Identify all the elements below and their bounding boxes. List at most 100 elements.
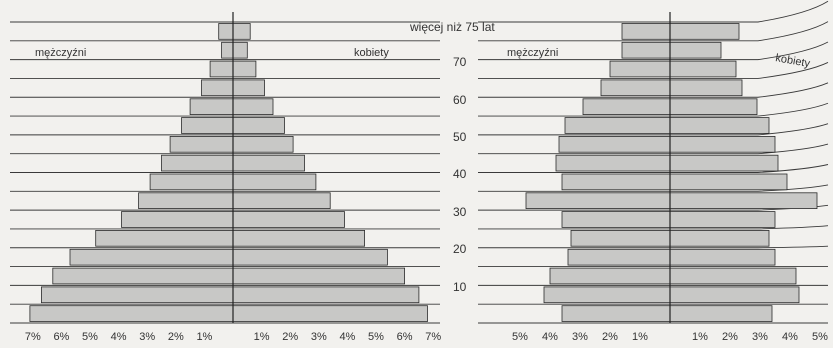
bar-male-15-19 — [567, 248, 671, 266]
bar-female-25-29 — [232, 211, 345, 228]
x-tick-label: 1% — [254, 331, 270, 343]
bar-male-60-64 — [600, 79, 671, 97]
x-tick-label: 6% — [53, 331, 69, 343]
x-tick-label: 4% — [542, 331, 558, 343]
age-tick-label: 40 — [453, 167, 467, 181]
bar-male-25-29 — [561, 211, 671, 228]
gridline — [478, 62, 829, 79]
x-tick-label: 5% — [512, 331, 528, 343]
x-tick-labels: 7% 6% 5% 4% 3% 2% 1% 1% 2% 3% 4% 5% 6% 7% 5% 4% 3% 2% 1% 1%… — [25, 331, 828, 343]
right-chart-men-label: mężczyźni — [507, 47, 558, 59]
bar-female-70-74 — [669, 41, 722, 59]
bar-male-15-19 — [69, 248, 234, 266]
bar-female-15-19 — [669, 248, 776, 266]
gridline — [478, 102, 829, 117]
bar-male-60-64 — [201, 79, 234, 97]
bar-female-5-9 — [232, 286, 420, 304]
bar-male-75+ — [621, 23, 671, 40]
bar-female-70-74 — [232, 41, 248, 59]
left-chart-women-label: kobiety — [354, 47, 389, 59]
bar-female-60-64 — [669, 79, 743, 97]
x-tick-label: 3% — [752, 331, 768, 343]
x-tick-label: 2% — [602, 331, 618, 343]
gridline — [478, 225, 829, 230]
bar-male-20-24 — [95, 229, 234, 247]
bar-female-25-29 — [669, 211, 776, 228]
bar-male-50-54 — [181, 117, 234, 134]
bar-male-55-59 — [189, 98, 234, 116]
bar-female-55-59 — [669, 98, 758, 116]
gridline — [478, 123, 829, 136]
bar-male-5-9 — [543, 286, 671, 304]
gridline — [478, 41, 829, 61]
x-tick-label: 1% — [196, 331, 212, 343]
age-tick-label: 70 — [453, 55, 467, 69]
bar-female-50-54 — [669, 117, 770, 134]
age-tick-label: 30 — [453, 205, 467, 219]
x-tick-label: 2% — [168, 331, 184, 343]
left-chart-men-label: mężczyźni — [35, 47, 86, 59]
right-chart-women-label: kobiety — [774, 52, 811, 70]
bar-male-35-39 — [561, 173, 671, 191]
axes — [232, 12, 671, 323]
x-tick-label: 5% — [82, 331, 98, 343]
bar-female-35-39 — [669, 173, 788, 191]
bar-female-60-64 — [232, 79, 265, 97]
bar-male-75+ — [218, 23, 234, 40]
x-tick-label: 2% — [282, 331, 298, 343]
bar-female-0-4 — [669, 305, 773, 322]
bar-female-10-14 — [669, 267, 797, 285]
bar-male-45-49 — [558, 135, 671, 153]
bar-female-75+ — [232, 23, 251, 40]
bar-male-20-24 — [570, 229, 671, 247]
bar-male-65-69 — [609, 60, 671, 78]
bar-male-5-9 — [41, 286, 234, 304]
gridline — [478, 0, 829, 23]
bars — [29, 23, 818, 322]
age-tick-label: 50 — [453, 130, 467, 144]
bar-female-50-54 — [232, 117, 285, 134]
x-tick-label: 7% — [25, 331, 41, 343]
bar-female-35-39 — [232, 173, 317, 191]
gridline — [478, 143, 829, 155]
bar-female-0-4 — [232, 305, 428, 322]
x-tick-label: 2% — [722, 331, 738, 343]
x-tick-label: 5% — [368, 331, 384, 343]
x-tick-label: 1% — [692, 331, 708, 343]
x-tick-label: 7% — [425, 331, 441, 343]
bar-male-65-69 — [209, 60, 234, 78]
bar-male-10-14 — [549, 267, 671, 285]
bar-male-35-39 — [149, 173, 234, 191]
x-tick-label: 4% — [111, 331, 127, 343]
bar-female-55-59 — [232, 98, 274, 116]
bar-female-5-9 — [669, 286, 800, 304]
bar-male-25-29 — [121, 211, 234, 228]
bar-female-15-19 — [232, 248, 388, 266]
bar-female-45-49 — [669, 135, 776, 153]
x-tick-label: 3% — [311, 331, 327, 343]
bar-female-65-69 — [669, 60, 737, 78]
gridlines — [10, 0, 829, 324]
bar-female-10-14 — [232, 267, 406, 285]
bar-male-70-74 — [221, 41, 234, 59]
bar-female-45-49 — [232, 135, 294, 153]
age-tick-label: 10 — [453, 280, 467, 294]
bar-male-10-14 — [52, 267, 234, 285]
age-tick-label: 20 — [453, 242, 467, 256]
bar-male-0-4 — [29, 305, 234, 322]
bar-female-30-34 — [232, 192, 331, 210]
gridline — [478, 164, 829, 173]
x-tick-label: 6% — [397, 331, 413, 343]
bar-male-70-74 — [621, 41, 671, 59]
bar-female-40-44 — [669, 154, 779, 172]
gridline — [478, 82, 829, 98]
x-tick-label: 1% — [632, 331, 648, 343]
bar-female-20-24 — [669, 229, 770, 247]
bar-female-75+ — [669, 23, 740, 40]
bar-male-40-44 — [161, 154, 234, 172]
bar-male-45-49 — [169, 135, 234, 153]
gridline — [478, 184, 829, 192]
x-tick-label: 4% — [339, 331, 355, 343]
x-tick-label: 3% — [139, 331, 155, 343]
